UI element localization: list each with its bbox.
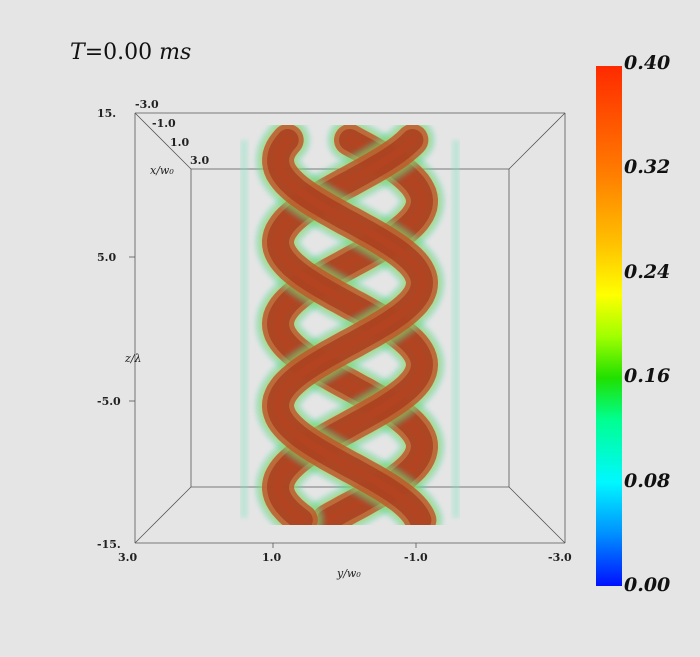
z-tick-label: -5.0 bbox=[97, 395, 121, 408]
helix-envelope-glow bbox=[240, 140, 248, 518]
y-tick-label: -3.0 bbox=[548, 551, 572, 564]
helix-tube-layer bbox=[273, 136, 427, 524]
title-eq: = bbox=[84, 40, 104, 65]
colorbar-tick-label: 0.08 bbox=[624, 470, 671, 492]
helix-envelope-glow bbox=[452, 140, 460, 518]
colorbar-tick-label: 0.16 bbox=[624, 365, 671, 387]
helix-tube bbox=[254, 125, 446, 525]
colorbar-tick-label: 0.24 bbox=[624, 261, 671, 283]
x-tick-label: 1.0 bbox=[170, 136, 189, 149]
y-axis-label: y/w₀ bbox=[336, 567, 361, 580]
colorbar-tick-label: 0.00 bbox=[624, 574, 671, 596]
y-tick-label: 3.0 bbox=[118, 551, 137, 564]
z-axis-label: z/λ bbox=[124, 352, 141, 365]
helix-tube bbox=[254, 125, 446, 525]
z-tick-label: 15. bbox=[97, 107, 116, 120]
x-tick-label: 3.0 bbox=[190, 154, 209, 167]
x-tick-label: -1.0 bbox=[152, 117, 176, 130]
x-tick-label: -3.0 bbox=[135, 98, 159, 111]
chart-title: T=0.00 ms bbox=[70, 40, 191, 65]
title-unit: ms bbox=[159, 40, 192, 65]
colorbar-tick-label: 0.40 bbox=[624, 52, 671, 74]
colorbar-tick-label: 0.32 bbox=[624, 156, 671, 178]
title-var: T bbox=[70, 40, 85, 65]
z-tick-label: 5.0 bbox=[97, 251, 116, 264]
colorbar bbox=[596, 66, 622, 586]
x-axis-label: x/w₀ bbox=[150, 164, 174, 177]
helix-volume bbox=[240, 125, 460, 525]
y-tick-label: 1.0 bbox=[262, 551, 281, 564]
z-tick-label: -15. bbox=[97, 538, 121, 551]
title-value: 0.00 bbox=[103, 40, 153, 65]
y-tick-label: -1.0 bbox=[404, 551, 428, 564]
helix-tube-layer bbox=[273, 136, 427, 524]
